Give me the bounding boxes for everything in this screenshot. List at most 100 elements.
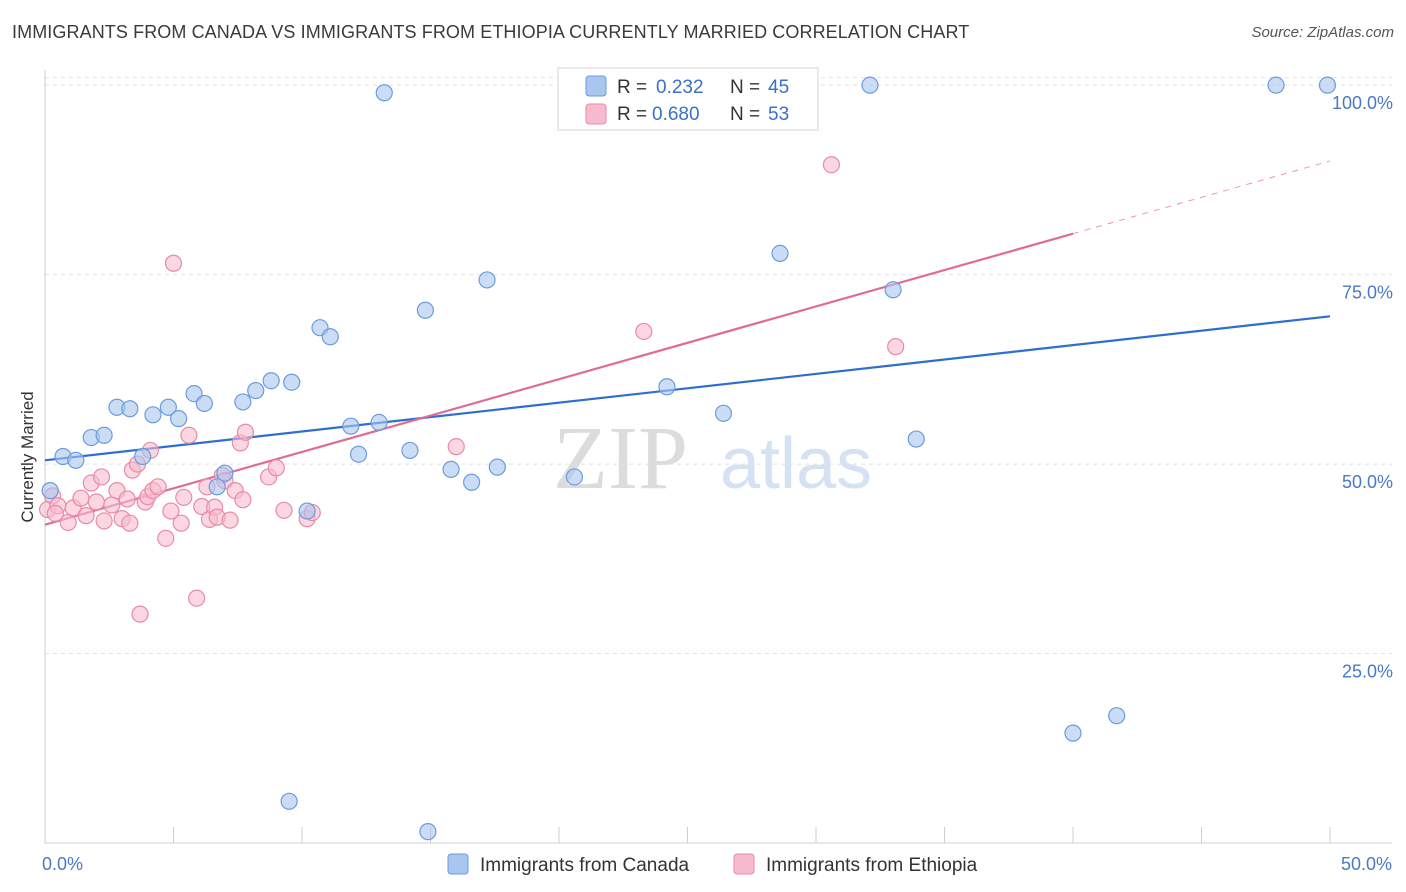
data-point-canada xyxy=(884,281,902,299)
data-points xyxy=(38,76,1337,841)
data-point-canada xyxy=(907,430,925,448)
data-point-canada xyxy=(416,301,434,319)
data-point-canada xyxy=(321,328,339,346)
data-point-ethiopia xyxy=(635,322,653,341)
data-point-canada xyxy=(1267,76,1285,94)
data-point-ethiopia xyxy=(162,502,180,520)
data-point-ethiopia xyxy=(822,156,841,174)
data-point-ethiopia xyxy=(131,605,149,623)
y-axis-title: Currently Married xyxy=(18,391,37,522)
data-point-canada xyxy=(342,417,360,435)
data-point-ethiopia xyxy=(118,490,136,508)
data-point-ethiopia xyxy=(95,512,113,530)
data-point-ethiopia xyxy=(175,488,193,507)
data-point-ethiopia xyxy=(157,529,175,547)
data-point-canada xyxy=(658,378,676,396)
data-point-canada xyxy=(208,478,226,496)
data-point-ethiopia xyxy=(267,459,285,477)
data-point-ethiopia xyxy=(172,514,190,532)
bottom-legend-label-ethiopia: Immigrants from Ethiopia xyxy=(766,855,978,876)
data-point-canada xyxy=(488,458,506,476)
legend-n-label-canada: N = xyxy=(730,77,760,98)
data-point-canada xyxy=(442,460,460,478)
data-point-ethiopia xyxy=(149,478,167,496)
data-point-ethiopia xyxy=(887,338,905,356)
watermark-zip: ZIP xyxy=(553,409,688,508)
legend-swatch-canada xyxy=(585,75,607,97)
data-point-canada xyxy=(1108,707,1126,725)
data-point-canada xyxy=(1064,724,1082,742)
data-point-canada xyxy=(41,482,59,500)
legend-swatch-ethiopia xyxy=(585,103,607,125)
data-point-ethiopia xyxy=(447,438,465,456)
data-point-canada xyxy=(478,271,496,289)
trend-line-0 xyxy=(44,315,1331,462)
x-tick-label-max: 50.0% xyxy=(1341,854,1392,874)
data-point-canada xyxy=(280,792,298,810)
axes xyxy=(44,70,1392,844)
bottom-legend-swatch-ethiopia xyxy=(733,853,755,875)
data-point-canada xyxy=(247,381,265,400)
data-point-ethiopia xyxy=(164,254,183,272)
chart-title: IMMIGRANTS FROM CANADA VS IMMIGRANTS FRO… xyxy=(12,22,970,42)
data-point-canada xyxy=(298,502,316,520)
legend-r-label-canada: R = xyxy=(617,77,647,98)
data-point-canada xyxy=(216,464,234,482)
y-tick-label: 75.0% xyxy=(1342,283,1393,303)
data-point-ethiopia xyxy=(221,511,239,529)
data-point-canada xyxy=(349,445,368,463)
data-point-ethiopia xyxy=(77,507,95,525)
data-point-ethiopia xyxy=(92,468,111,486)
data-point-ethiopia xyxy=(188,589,206,607)
data-point-canada xyxy=(1318,76,1337,94)
data-point-canada xyxy=(134,447,152,466)
legend-n-label-ethiopia: N = xyxy=(730,104,760,125)
bottom-legend-swatch-canada xyxy=(447,853,469,875)
data-point-canada xyxy=(370,413,388,431)
data-point-canada xyxy=(144,406,162,424)
watermark: ZIP atlas xyxy=(553,409,872,508)
bottom-legend: Immigrants from Canada Immigrants from E… xyxy=(447,853,978,876)
source-credit: Source: ZipAtlas.com xyxy=(1251,24,1394,41)
legend-r-value-canada: 0.232 xyxy=(656,77,704,98)
data-point-canada xyxy=(771,244,789,262)
data-point-ethiopia xyxy=(87,493,106,511)
data-point-ethiopia xyxy=(121,514,139,532)
data-point-canada xyxy=(170,410,188,428)
data-point-canada xyxy=(234,393,252,411)
x-tick-label-min: 0.0% xyxy=(42,854,83,874)
y-tick-label: 100.0% xyxy=(1332,93,1393,113)
data-point-canada xyxy=(861,76,879,94)
data-point-canada xyxy=(463,473,481,491)
data-point-canada xyxy=(67,451,85,469)
data-point-canada xyxy=(283,373,301,391)
data-point-canada xyxy=(159,398,177,416)
data-point-ethiopia xyxy=(234,491,252,509)
data-point-canada xyxy=(262,372,280,390)
data-point-canada xyxy=(714,404,733,422)
legend-r-value-ethiopia: 0.680 xyxy=(652,104,700,125)
data-point-canada xyxy=(401,441,419,460)
data-point-canada xyxy=(95,426,113,444)
data-point-canada xyxy=(565,468,584,486)
y-tick-label: 50.0% xyxy=(1342,472,1393,492)
data-point-ethiopia xyxy=(275,501,293,519)
data-point-canada xyxy=(195,394,213,413)
gridlines: 25.0% 50.0% 75.0% 100.0% xyxy=(45,77,1393,682)
data-point-canada xyxy=(419,823,437,841)
data-point-ethiopia xyxy=(72,489,90,507)
data-point-ethiopia xyxy=(236,423,255,441)
legend-r-label-ethiopia: R = xyxy=(617,104,647,125)
trend-line-extension-1 xyxy=(1072,160,1331,235)
data-point-ethiopia xyxy=(180,426,198,444)
bottom-legend-label-canada: Immigrants from Canada xyxy=(480,855,690,876)
legend-n-value-canada: 45 xyxy=(768,77,789,98)
legend-n-value-ethiopia: 53 xyxy=(768,104,789,125)
data-point-ethiopia xyxy=(103,496,121,514)
y-tick-label: 25.0% xyxy=(1342,662,1393,682)
data-point-canada xyxy=(121,400,139,418)
data-point-canada xyxy=(375,84,393,102)
legend-box: R = 0.232 N = 45 R = 0.680 N = 53 xyxy=(557,67,819,131)
data-point-ethiopia xyxy=(46,504,64,522)
